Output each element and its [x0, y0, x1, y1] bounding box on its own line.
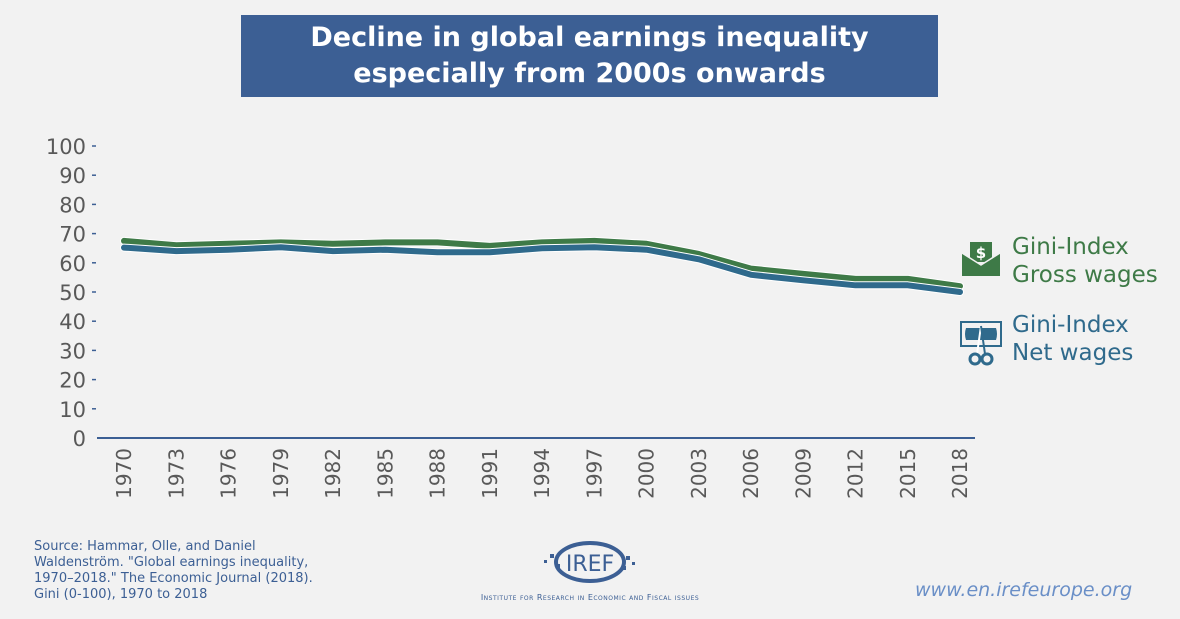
y-tick-label: 90	[59, 164, 86, 188]
chart-title-line-2: especially from 2000s onwards	[353, 58, 826, 89]
x-tick-label: 1979	[269, 448, 293, 499]
x-tick-label: 2006	[739, 448, 763, 499]
y-tick-label: 10	[59, 398, 86, 422]
x-tick-label: 1985	[373, 448, 397, 499]
source-line-2: Waldenström. "Global earnings inequality…	[34, 555, 309, 570]
x-tick-label: 1997	[582, 448, 606, 499]
x-tick-label: 1988	[426, 448, 450, 499]
svg-text:$: $	[976, 244, 986, 262]
legend-net-line-2: Net wages	[1012, 340, 1134, 366]
x-tick-label: 2003	[687, 448, 711, 499]
legend-gross-line-2: Gross wages	[1012, 262, 1158, 288]
y-tick-label: 0	[73, 427, 86, 451]
y-tick-label: 40	[59, 310, 86, 334]
money-envelope-icon: $	[961, 242, 1001, 276]
x-tick-label: 1976	[217, 448, 241, 499]
source-line-3: 1970–2018." The Economic Journal (2018).	[34, 571, 313, 586]
banknote-scissors-icon	[960, 321, 1002, 366]
source-note: Source: Hammar, Olle, and Daniel Waldens…	[34, 539, 334, 603]
x-tick-label: 1994	[530, 448, 554, 499]
x-tick-label: 2012	[844, 448, 868, 499]
x-tick-label: 1991	[478, 448, 502, 499]
y-tick-label: 30	[59, 339, 86, 363]
x-tick-label: 1970	[112, 448, 136, 499]
logo-tagline: Institute for Research in Economic and F…	[480, 593, 700, 602]
x-tick-label: 2018	[948, 448, 972, 499]
y-tick-label: 70	[59, 223, 86, 247]
y-tick-label: 50	[59, 281, 86, 305]
logo-wordmark: IREF	[566, 552, 614, 577]
website-url[interactable]: www.en.irefeurope.org	[915, 579, 1133, 601]
chart-title-line-1: Decline in global earnings inequality	[310, 22, 869, 53]
y-tick-label: 80	[59, 193, 86, 217]
x-tick-label: 1973	[164, 448, 188, 499]
x-tick-label: 1982	[321, 448, 345, 499]
x-tick-label: 2000	[635, 448, 659, 499]
x-tick-label: 2009	[791, 448, 815, 499]
y-tick-label: 100	[46, 135, 86, 159]
x-axis: 1970 1973 1976 1979 1982 1985 1988 1991 1994 1997…	[97, 437, 975, 499]
x-tick-label: 2015	[896, 448, 920, 499]
y-axis: 0 10 20 30 40 50 60 70 80 90 100	[46, 135, 96, 451]
y-tick-label: 20	[59, 369, 86, 393]
y-tick-label: 60	[59, 252, 86, 276]
iref-logo-mark: IREF	[544, 541, 635, 583]
series-lines	[120, 236, 964, 296]
source-line-4: Gini (0-100), 1970 to 2018	[34, 587, 208, 602]
chart-title-banner: Decline in global earnings inequality es…	[241, 15, 938, 97]
iref-logo: IREF Institute for Research in Economic …	[440, 538, 740, 608]
legend-net-line-1: Gini-Index	[1012, 312, 1129, 338]
net-wages-line	[121, 244, 963, 295]
legend-gross-line-1: Gini-Index	[1012, 234, 1129, 260]
source-line-1: Source: Hammar, Olle, and Daniel	[34, 539, 256, 554]
